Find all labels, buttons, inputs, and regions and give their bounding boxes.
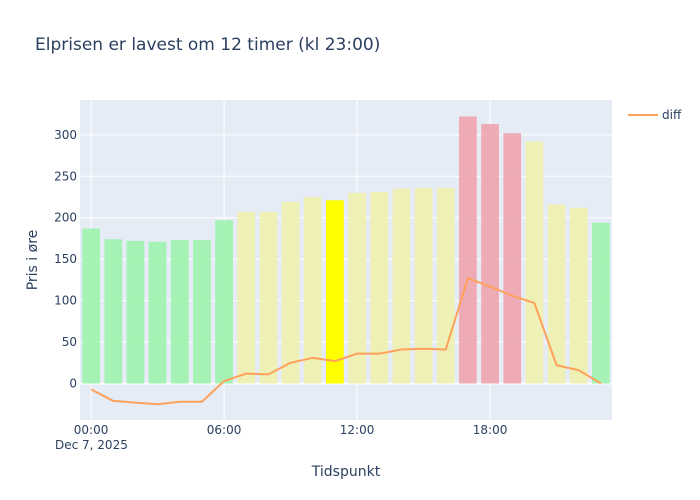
chart-title: Elprisen er lavest om 12 timer (kl 23:00… <box>35 35 380 55</box>
bar-hour-5[interactable] <box>193 240 211 384</box>
bar-hour-19[interactable] <box>503 133 522 384</box>
bar-hour-12[interactable] <box>348 192 366 384</box>
x-axis-ticks: 00:00 06:00 12:00 18:00 <box>74 423 508 437</box>
bar-hour-11[interactable] <box>326 200 344 384</box>
x-tick-label: 06:00 <box>207 423 242 437</box>
legend-label-diff: diff <box>662 108 682 122</box>
y-tick-label: 200 <box>54 211 77 225</box>
x-axis-title: Tidspunkt <box>311 464 381 480</box>
bar-hour-23[interactable] <box>592 222 610 384</box>
bar-hour-0[interactable] <box>82 228 100 384</box>
y-tick-label: 100 <box>54 294 77 308</box>
bar-hour-7[interactable] <box>237 211 256 384</box>
y-axis-title: Pris i øre <box>25 230 41 291</box>
bar-hour-9[interactable] <box>281 201 300 384</box>
bar-hour-2[interactable] <box>126 240 145 384</box>
bar-hour-22[interactable] <box>569 207 588 384</box>
y-tick-label: 50 <box>62 335 77 349</box>
bar-hour-4[interactable] <box>170 240 189 384</box>
bar-hour-10[interactable] <box>303 196 322 384</box>
y-tick-label: 0 <box>69 377 77 391</box>
bar-hour-16[interactable] <box>436 187 455 384</box>
x-tick-label: 12:00 <box>340 423 375 437</box>
x-axis-date-label: Dec 7, 2025 <box>55 438 128 452</box>
diff-line[interactable] <box>90 277 602 406</box>
y-axis-ticks: 0 50 100 150 200 250 300 <box>54 128 77 391</box>
y-tick-label: 300 <box>54 128 77 142</box>
y-tick-label: 250 <box>54 169 77 183</box>
plot-area <box>80 100 612 420</box>
diff-series <box>90 277 602 406</box>
legend[interactable]: diff <box>628 108 682 122</box>
bar-hour-14[interactable] <box>392 188 411 384</box>
bar-hour-21[interactable] <box>547 204 566 384</box>
bar-hour-8[interactable] <box>259 211 278 384</box>
x-tick-label: 00:00 <box>74 423 109 437</box>
bar-hour-3[interactable] <box>148 241 167 384</box>
y-tick-label: 150 <box>54 252 77 266</box>
x-tick-label: 18:00 <box>473 423 508 437</box>
bars <box>82 116 610 384</box>
bar-hour-15[interactable] <box>414 187 433 384</box>
bar-hour-20[interactable] <box>525 141 544 384</box>
bar-hour-1[interactable] <box>104 239 123 384</box>
bar-hour-6[interactable] <box>215 220 233 384</box>
bar-hour-17[interactable] <box>459 116 477 384</box>
bar-hour-18[interactable] <box>481 124 499 384</box>
bar-hour-13[interactable] <box>370 192 389 384</box>
